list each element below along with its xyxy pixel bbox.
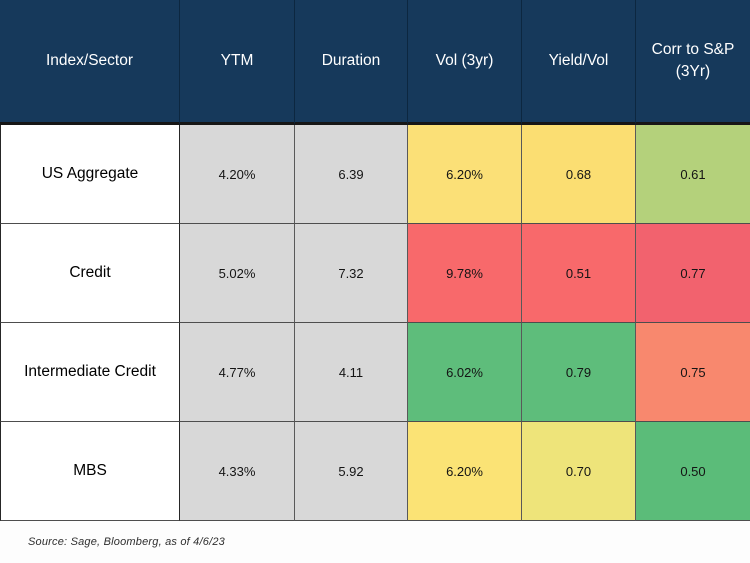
- header-cell-duration: Duration: [295, 0, 408, 125]
- value-cell-duration: 5.92: [295, 422, 408, 521]
- table-header-row: Index/Sector YTM Duration Vol (3yr) Yiel…: [0, 0, 750, 125]
- source-note: Source: Sage, Bloomberg, as of 4/6/23: [28, 536, 225, 548]
- table-row: US Aggregate 4.20% 6.39 6.20% 0.68 0.61: [0, 125, 750, 224]
- value-cell-ytm: 4.33%: [180, 422, 295, 521]
- table-row: MBS 4.33% 5.92 6.20% 0.70 0.50: [0, 422, 750, 521]
- value-cell-corr: 0.75: [636, 323, 750, 422]
- header-cell-yield-vol: Yield/Vol: [522, 0, 636, 125]
- value-cell-ytm: 5.02%: [180, 224, 295, 323]
- table-row: Intermediate Credit 4.77% 4.11 6.02% 0.7…: [0, 323, 750, 422]
- header-cell-index-sector: Index/Sector: [0, 0, 180, 125]
- table-row: Credit 5.02% 7.32 9.78% 0.51 0.77: [0, 224, 750, 323]
- row-label: Credit: [0, 224, 180, 323]
- value-cell-vol: 6.20%: [408, 125, 522, 224]
- value-cell-yield-vol: 0.68: [522, 125, 636, 224]
- value-cell-vol: 6.02%: [408, 323, 522, 422]
- value-cell-duration: 6.39: [295, 125, 408, 224]
- footer-strip: Source: Sage, Bloomberg, as of 4/6/23: [0, 521, 750, 563]
- value-cell-corr: 0.77: [636, 224, 750, 323]
- value-cell-duration: 4.11: [295, 323, 408, 422]
- value-cell-duration: 7.32: [295, 224, 408, 323]
- row-label: MBS: [0, 422, 180, 521]
- value-cell-ytm: 4.20%: [180, 125, 295, 224]
- header-cell-corr-sp: Corr to S&P (3Yr): [636, 0, 750, 125]
- value-cell-vol: 9.78%: [408, 224, 522, 323]
- value-cell-corr: 0.50: [636, 422, 750, 521]
- header-cell-ytm: YTM: [180, 0, 295, 125]
- header-cell-vol-3yr: Vol (3yr): [408, 0, 522, 125]
- value-cell-yield-vol: 0.51: [522, 224, 636, 323]
- value-cell-vol: 6.20%: [408, 422, 522, 521]
- value-cell-ytm: 4.77%: [180, 323, 295, 422]
- row-label: Intermediate Credit: [0, 323, 180, 422]
- row-label: US Aggregate: [0, 125, 180, 224]
- value-cell-yield-vol: 0.79: [522, 323, 636, 422]
- value-cell-corr: 0.61: [636, 125, 750, 224]
- value-cell-yield-vol: 0.70: [522, 422, 636, 521]
